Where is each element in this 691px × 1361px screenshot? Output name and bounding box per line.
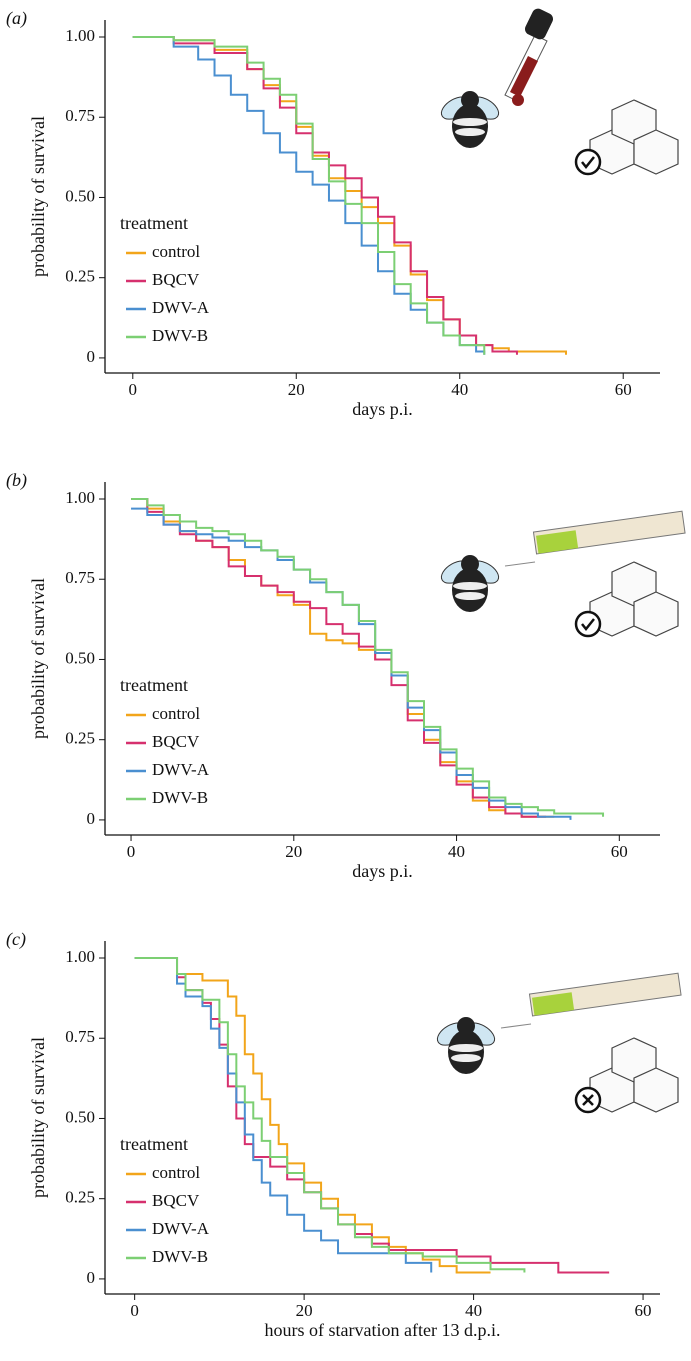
survival-curve	[131, 498, 547, 818]
x-tick-label: 40	[451, 380, 468, 399]
survival-curve	[132, 36, 486, 355]
x-axis-label: days p.i.	[352, 399, 413, 419]
y-tick-label: 0.25	[65, 267, 95, 286]
illustration-b	[437, 510, 686, 638]
y-tick-label: 0.25	[65, 1188, 95, 1207]
legend-label: DWV-B	[152, 1247, 208, 1266]
x-tick-label: 0	[129, 380, 138, 399]
legend-title: treatment	[120, 1134, 188, 1154]
y-tick-label: 0.50	[65, 1107, 95, 1126]
x-tick-label: 40	[465, 1301, 482, 1320]
y-tick-label: 1.00	[65, 947, 95, 966]
x-tick-label: 60	[635, 1301, 652, 1320]
y-tick-label: 0.50	[65, 186, 95, 205]
x-tick-label: 20	[288, 380, 305, 399]
panel-label: (c)	[6, 929, 26, 950]
survival-curve	[132, 36, 518, 355]
legend-label: control	[152, 242, 200, 261]
legend-title: treatment	[120, 213, 188, 233]
legend-label: DWV-A	[152, 1219, 210, 1238]
y-tick-label: 0.75	[65, 568, 95, 587]
legend-label: DWV-B	[152, 788, 208, 807]
survival-curve	[134, 957, 491, 1274]
y-tick-label: 0	[87, 347, 96, 366]
y-tick-label: 0.75	[65, 1027, 95, 1046]
x-tick-label: 0	[127, 842, 136, 861]
y-tick-label: 1.00	[65, 26, 95, 45]
x-axis-label: hours of starvation after 13 d.p.i.	[265, 1320, 501, 1340]
x-tick-label: 60	[615, 380, 632, 399]
x-axis-label: days p.i.	[352, 861, 413, 881]
panel-label: (b)	[6, 470, 27, 491]
legend-label: DWV-A	[152, 298, 210, 317]
survival-curve	[134, 957, 526, 1273]
x-tick-label: 40	[448, 842, 465, 861]
legend-label: control	[152, 1163, 200, 1182]
legend-label: BQCV	[152, 1191, 200, 1210]
y-tick-label: 0.50	[65, 648, 95, 667]
x-tick-label: 60	[611, 842, 628, 861]
legend-label: control	[152, 704, 200, 723]
y-tick-label: 0.75	[65, 106, 95, 125]
survival-curve	[131, 498, 605, 817]
y-tick-label: 1.00	[65, 488, 95, 507]
legend-label: BQCV	[152, 270, 200, 289]
legend-label: BQCV	[152, 732, 200, 751]
illustration-c	[433, 972, 682, 1114]
y-tick-label: 0	[87, 1268, 96, 1287]
y-axis-label: probability of survival	[28, 1037, 48, 1198]
y-tick-label: 0.25	[65, 729, 95, 748]
x-tick-label: 20	[285, 842, 302, 861]
x-tick-label: 0	[130, 1301, 139, 1320]
panel-label: (a)	[6, 8, 27, 29]
x-tick-label: 20	[296, 1301, 313, 1320]
y-axis-label: probability of survival	[28, 116, 48, 277]
illustration-a	[437, 8, 679, 176]
legend-label: DWV-B	[152, 326, 208, 345]
legend-title: treatment	[120, 675, 188, 695]
y-axis-label: probability of survival	[28, 578, 48, 739]
y-tick-label: 0	[87, 809, 96, 828]
legend-label: DWV-A	[152, 760, 210, 779]
